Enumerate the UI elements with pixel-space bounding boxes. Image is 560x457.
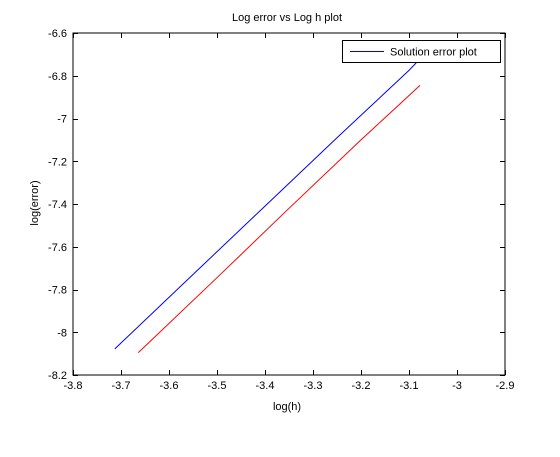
x-tick-label: -3.1 [400, 380, 419, 392]
x-tick-label: -2.9 [496, 380, 515, 392]
y-axis-label: log(error) [29, 180, 41, 225]
x-tick-label: -3.7 [112, 380, 131, 392]
y-tick-label: -7.2 [48, 156, 67, 168]
y-tick-label: -7 [57, 114, 67, 126]
plot-area [73, 33, 505, 375]
y-tick-label: -6.6 [48, 28, 67, 40]
x-tick-label: -3.2 [352, 380, 371, 392]
y-tick-label: -7.6 [48, 242, 67, 254]
x-tick-label: -3.4 [256, 380, 275, 392]
y-tick-label: -7.8 [48, 285, 67, 297]
x-tick-label: -3 [452, 380, 462, 392]
y-tick-label: -8.2 [48, 370, 67, 382]
chart-title: Log error vs Log h plot [232, 12, 342, 24]
x-tick-label: -3.3 [304, 380, 323, 392]
legend-label: Solution error plot [390, 47, 477, 59]
x-tick-label: -3.5 [208, 380, 227, 392]
y-tick-label: -6.8 [48, 71, 67, 83]
y-tick-label: -7.4 [48, 199, 67, 211]
x-tick-label: -3.6 [160, 380, 179, 392]
legend: Solution error plot [343, 41, 501, 63]
plot-frame [73, 33, 505, 375]
x-axis-label: log(h) [273, 401, 301, 413]
y-tick-label: -8 [57, 327, 67, 339]
